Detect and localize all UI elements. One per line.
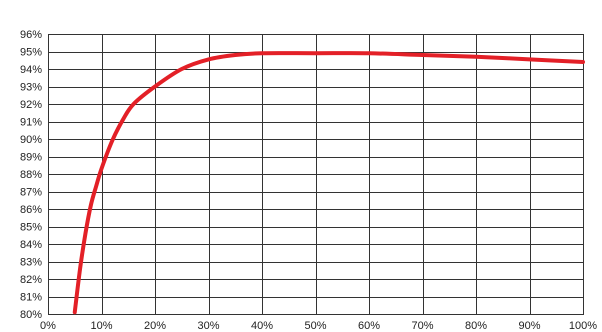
grid [48, 34, 584, 315]
x-tick-label: 80% [465, 320, 487, 332]
y-tick-label: 91% [20, 117, 42, 129]
y-tick-label: 80% [20, 309, 42, 321]
x-axis-ticks: 0% 10% 20% 30% 40% 50% 60% 70% 80% 90% 100% [40, 320, 597, 332]
y-tick-label: 81% [20, 292, 42, 304]
y-tick-label: 88% [20, 169, 42, 181]
x-tick-label: 100% [569, 320, 597, 332]
y-tick-label: 94% [20, 64, 42, 76]
y-tick-label: 90% [20, 134, 42, 146]
y-tick-label: 96% [20, 29, 42, 41]
y-tick-label: 92% [20, 99, 42, 111]
x-tick-label: 20% [144, 320, 166, 332]
y-tick-label: 93% [20, 82, 42, 94]
y-tick-label: 85% [20, 222, 42, 234]
x-tick-label: 40% [251, 320, 273, 332]
series-layer [72, 51, 585, 315]
y-tick-label: 89% [20, 152, 42, 164]
series-line-0 [72, 51, 585, 315]
y-axis-ticks: 80% 81% 82% 83% 84% 85% 86% 87% 88% 89% 90% 91% 92% 9… [20, 29, 42, 321]
y-tick-label: 83% [20, 257, 42, 269]
x-tick-label: 0% [40, 320, 56, 332]
y-tick-label: 95% [20, 47, 42, 59]
y-tick-label: 87% [20, 187, 42, 199]
y-tick-label: 84% [20, 239, 42, 251]
x-tick-label: 90% [518, 320, 540, 332]
y-tick-label: 86% [20, 204, 42, 216]
plot-frame [48, 34, 584, 315]
x-tick-label: 50% [304, 320, 326, 332]
x-tick-label: 30% [197, 320, 219, 332]
x-tick-label: 70% [411, 320, 433, 332]
y-tick-label: 82% [20, 274, 42, 286]
x-tick-label: 10% [90, 320, 112, 332]
x-tick-label: 60% [358, 320, 380, 332]
